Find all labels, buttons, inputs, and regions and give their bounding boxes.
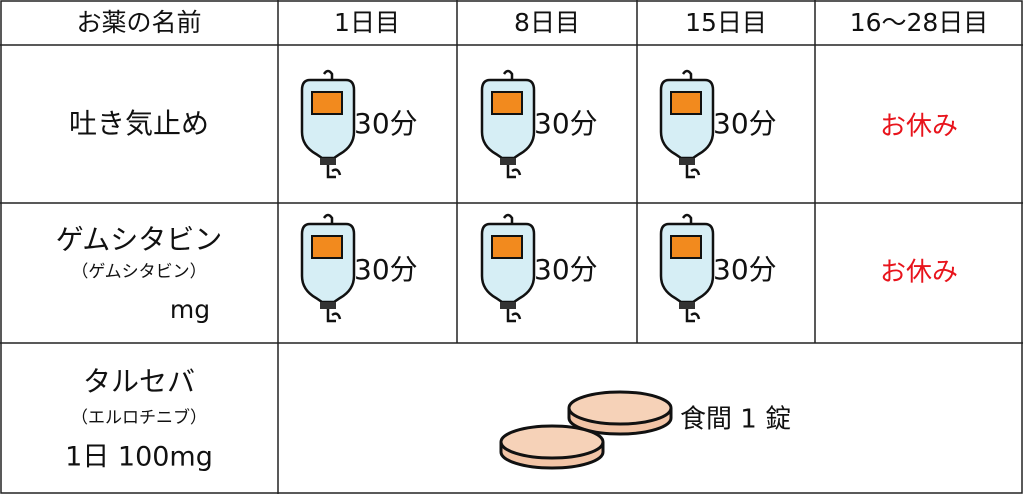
drug-generic: （エルロチニブ） xyxy=(71,407,207,428)
header-cell: お薬の名前 xyxy=(76,8,201,37)
rest-label: お休み xyxy=(880,112,958,142)
header-cell: 16～28日目 xyxy=(850,8,989,37)
drug-name: 吐き気止め xyxy=(69,107,209,140)
header-cell: 1日目 xyxy=(334,8,400,37)
rest-label: お休み xyxy=(880,258,958,288)
infusion-time: 30分 xyxy=(354,253,418,286)
pill-icon xyxy=(569,392,671,434)
infusion-time: 30分 xyxy=(354,107,418,140)
drug-generic: （ゲムシタビン） xyxy=(71,262,206,282)
pill-icon xyxy=(501,426,603,468)
iv-bag-icon xyxy=(661,71,713,177)
iv-bag-icon xyxy=(482,71,534,177)
drug-dose: 1日 100mg xyxy=(65,442,213,473)
iv-bag-icon xyxy=(302,215,354,321)
infusion-time: 30分 xyxy=(713,107,777,140)
infusion-time: 30分 xyxy=(534,253,598,286)
dosing-note: 食間 1 錠 xyxy=(680,405,791,435)
iv-bag-icon xyxy=(482,215,534,321)
drug-dose: mg xyxy=(170,295,210,324)
iv-bag-icon xyxy=(661,215,713,321)
drug-name: ゲムシタビン xyxy=(56,223,223,256)
header-cell: 15日目 xyxy=(685,8,767,37)
infusion-time: 30分 xyxy=(713,253,777,286)
header-cell: 8日目 xyxy=(514,8,580,37)
infusion-time: 30分 xyxy=(534,107,598,140)
iv-bag-icon xyxy=(302,71,354,177)
drug-name: タルセバ xyxy=(83,365,195,398)
